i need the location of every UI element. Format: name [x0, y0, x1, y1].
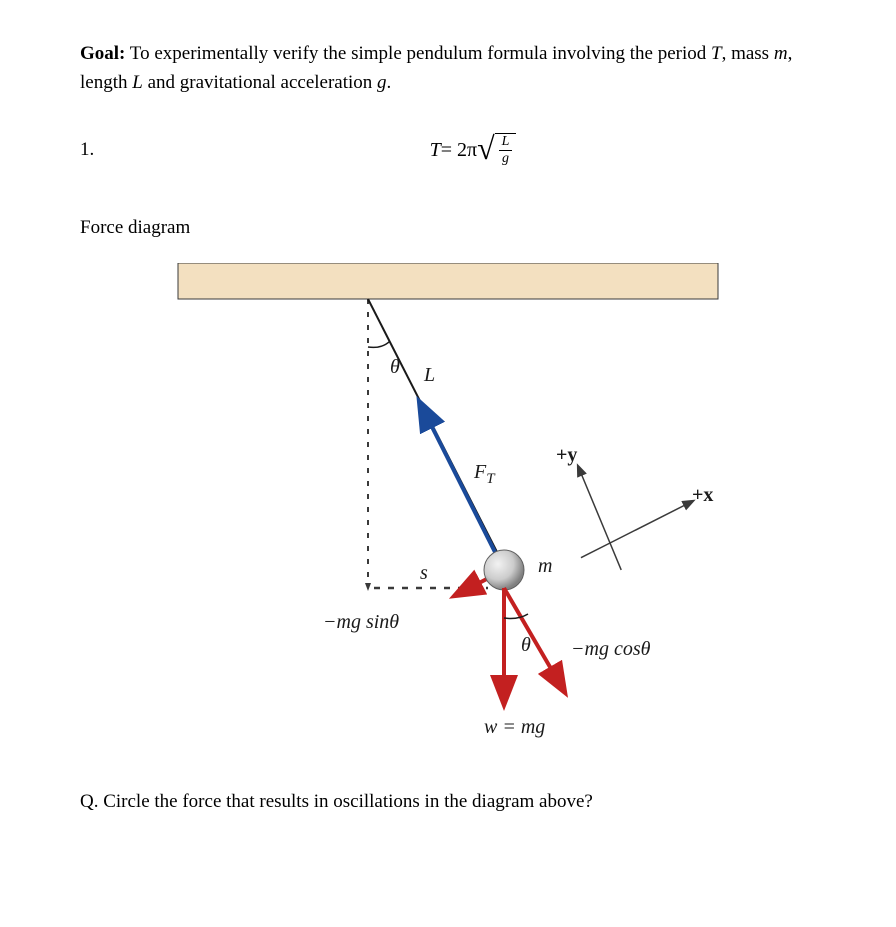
svg-text:−mg sinθ: −mg sinθ — [323, 611, 399, 633]
goal-text-4: and gravitational acceleration — [143, 72, 377, 93]
var-m: m — [774, 43, 788, 64]
goal-label: Goal: — [80, 43, 125, 64]
sqrt-den: g — [499, 151, 512, 167]
svg-text:m: m — [538, 555, 552, 577]
goal-text-5: . — [387, 72, 392, 93]
svg-text:θ: θ — [390, 356, 400, 378]
section-label: Force diagram — [80, 217, 816, 239]
svg-text:L: L — [423, 364, 435, 386]
sqrt-num: L — [499, 134, 513, 151]
goal-text-2: , mass — [722, 43, 774, 64]
svg-text:FT: FT — [473, 461, 496, 487]
formula-equals: = 2π — [441, 139, 477, 162]
formula-number: 1. — [80, 139, 130, 161]
svg-text:w = mg: w = mg — [484, 716, 545, 738]
question-text: Q. Circle the force that results in osci… — [80, 791, 816, 813]
svg-text:+y: +y — [556, 444, 577, 466]
goal-text-1: To experimentally verify the simple pend… — [125, 43, 711, 64]
formula-lhs: T — [430, 139, 441, 162]
var-T: T — [711, 43, 722, 64]
var-g: g — [377, 72, 387, 93]
svg-text:−mg cosθ: −mg cosθ — [571, 638, 651, 660]
formula-expression: T = 2π √ L g — [130, 133, 816, 167]
var-L: L — [132, 72, 143, 93]
formula-row: 1. T = 2π √ L g — [80, 133, 816, 167]
sqrt-sign: √ — [477, 132, 495, 164]
svg-text:+x: +x — [692, 484, 713, 506]
svg-text:θ: θ — [521, 634, 531, 656]
goal-text: Goal: To experimentally verify the simpl… — [80, 40, 816, 97]
svg-text:s: s — [420, 562, 428, 584]
force-diagram: θ L FT m s +y +x −mg sinθ −mg cosθ θ w = mg — [168, 263, 728, 763]
